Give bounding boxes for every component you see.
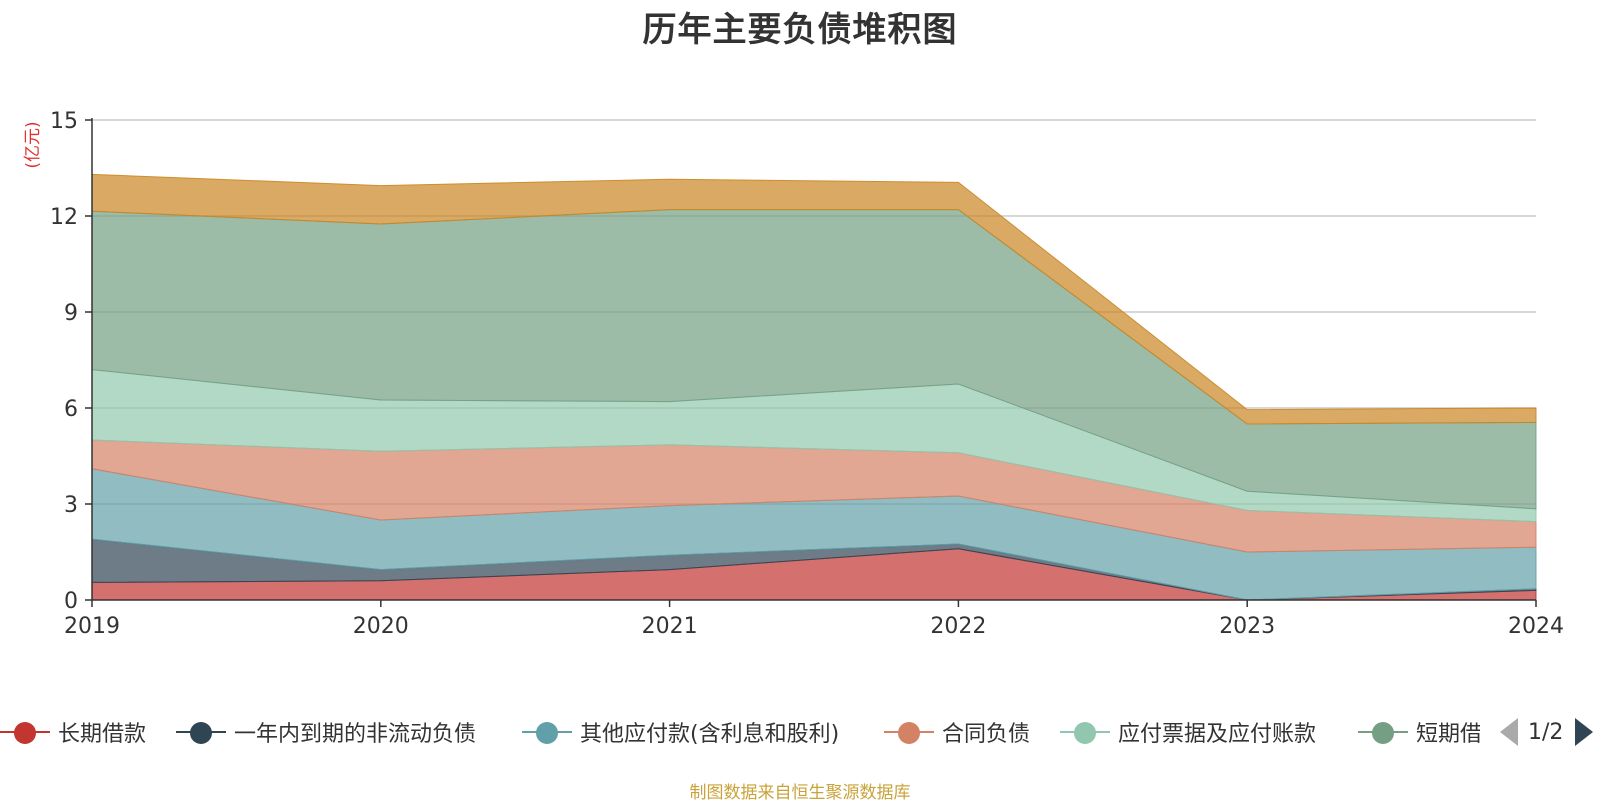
legend-item[interactable]: 短期借	[1358, 712, 1480, 752]
legend-item[interactable]: 一年内到期的非流动负债	[176, 712, 476, 752]
legend-label: 长期借款	[58, 722, 147, 747]
x-tick-label: 2020	[353, 614, 409, 639]
y-tick-label: 15	[50, 109, 78, 134]
x-tick-label: 2023	[1219, 614, 1275, 639]
legend-items: 长期借款 一年内到期的非流动负债 其他应付款(含利息和股利) 合同负债 应付票据及应付账…	[0, 712, 1480, 752]
y-tick-label: 0	[64, 589, 78, 614]
legend-prev-page-icon[interactable]	[1500, 718, 1518, 746]
legend-marker-icon	[1358, 712, 1408, 752]
y-axis-label: (亿元)	[23, 121, 43, 168]
area-series-6	[91, 173, 1537, 425]
stacked-area-chart: 0 3 6 9 12 15 2019 2020 2021 2022 2023 2024 (亿元)	[23, 109, 1564, 639]
y-tick-label: 6	[64, 397, 78, 422]
legend-pager: 1/2	[1500, 712, 1594, 752]
legend-item[interactable]: 长期借款	[0, 712, 146, 752]
y-tick-label: 3	[64, 493, 78, 518]
legend-marker-icon	[884, 712, 934, 752]
legend-marker-icon	[1060, 712, 1110, 752]
y-tick-label: 12	[50, 205, 78, 230]
legend-label: 合同负债	[942, 722, 1031, 747]
legend-item[interactable]: 合同负债	[884, 712, 1030, 752]
chart-title: 历年主要负债堆积图	[642, 10, 958, 50]
x-tick-label: 2019	[64, 614, 120, 639]
legend-item[interactable]: 其他应付款(含利息和股利)	[522, 712, 839, 752]
y-tick-label: 9	[64, 301, 78, 326]
legend-marker-icon	[0, 712, 50, 752]
legend-label: 一年内到期的非流动负债	[234, 722, 477, 747]
legend-marker-icon	[176, 712, 226, 752]
data-source-note: 制图数据来自恒生聚源数据库	[689, 783, 911, 803]
x-tick-label: 2021	[642, 614, 698, 639]
legend-item[interactable]: 应付票据及应付账款	[1060, 712, 1316, 752]
legend-label: 应付票据及应付账款	[1118, 722, 1317, 747]
x-tick-label: 2024	[1508, 614, 1564, 639]
x-tick-label: 2022	[930, 614, 986, 639]
legend-label: 其他应付款(含利息和股利)	[580, 722, 840, 747]
legend-marker-icon	[522, 712, 572, 752]
legend-label: 短期借	[1416, 722, 1480, 747]
chart-legend: 长期借款 一年内到期的非流动负债 其他应付款(含利息和股利) 合同负债 应付票据及应付账…	[0, 712, 1600, 752]
legend-page-indicator: 1/2	[1528, 719, 1564, 745]
legend-next-page-icon[interactable]	[1575, 718, 1594, 746]
